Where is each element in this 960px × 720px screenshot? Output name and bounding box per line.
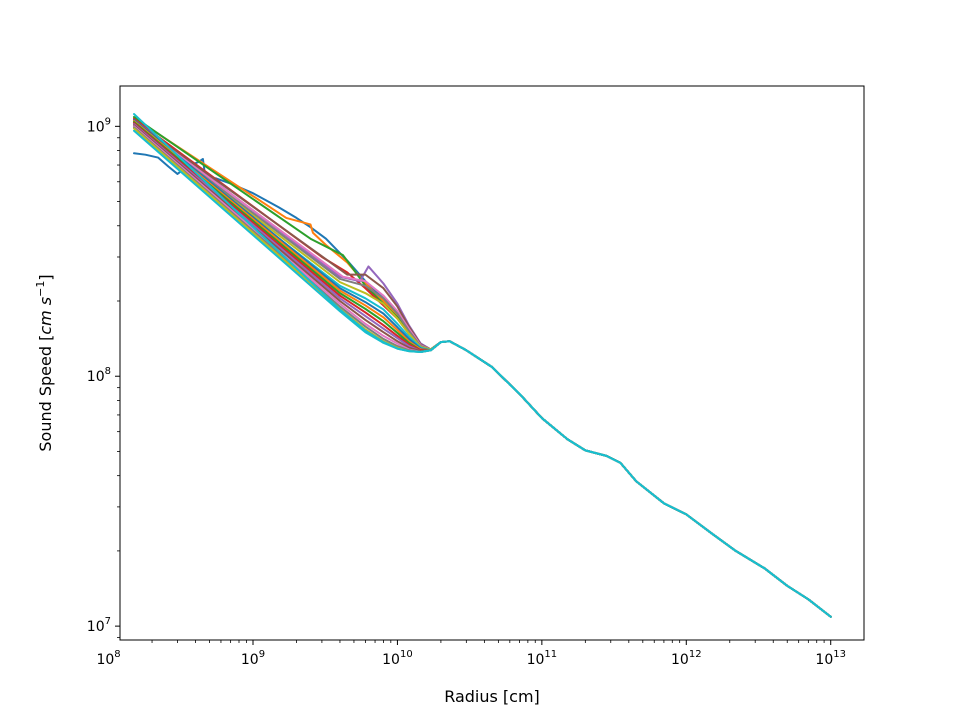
y-tick-label: 108	[87, 366, 111, 385]
x-tick-label-exponent: 11	[544, 649, 557, 660]
x-tick-label: 1012	[671, 649, 702, 668]
y-axis-label-unit: cm s	[36, 297, 55, 335]
y-axis-label-close: ]	[36, 274, 55, 280]
y-tick-label-exponent: 9	[105, 116, 111, 127]
y-tick-label-exponent: 8	[105, 366, 111, 377]
y-tick-label: 107	[87, 616, 111, 635]
y-tick-label: 109	[87, 116, 111, 135]
x-tick-label: 108	[96, 649, 120, 668]
x-tick-label-base: 10	[527, 652, 545, 668]
x-tick-label-base: 10	[241, 652, 259, 668]
y-tick-label-base: 10	[87, 369, 105, 385]
x-tick-label-exponent: 12	[689, 649, 702, 660]
x-axis-label: Radius [cm]	[444, 687, 540, 706]
x-tick-label: 109	[241, 649, 265, 668]
x-tick-label-exponent: 9	[259, 649, 265, 660]
y-tick-label-base: 10	[87, 619, 105, 635]
series-line-21	[133, 113, 832, 618]
y-axis-label-main: Sound Speed [	[36, 335, 55, 452]
y-tick-label-base: 10	[87, 119, 105, 135]
plot-frame	[119, 85, 865, 641]
x-tick-label-exponent: 8	[114, 649, 120, 660]
y-axis-label: Sound Speed [cm s−1]	[34, 274, 55, 451]
x-axis-ticks: 108 109 1010 1011 1012 1013	[96, 640, 846, 668]
x-tick-label-base: 10	[671, 652, 689, 668]
x-tick-label: 1010	[382, 649, 413, 668]
x-tick-label: 1013	[815, 649, 846, 668]
series-lines	[133, 113, 832, 618]
x-tick-label: 1011	[527, 649, 558, 668]
x-tick-label-exponent: 10	[400, 649, 413, 660]
x-tick-label-base: 10	[382, 652, 400, 668]
x-tick-label-base: 10	[96, 652, 114, 668]
x-tick-label-exponent: 13	[833, 649, 846, 660]
y-axis-label-exponent: −1	[34, 281, 47, 297]
x-tick-label-base: 10	[815, 652, 833, 668]
y-tick-label-exponent: 7	[105, 616, 111, 627]
